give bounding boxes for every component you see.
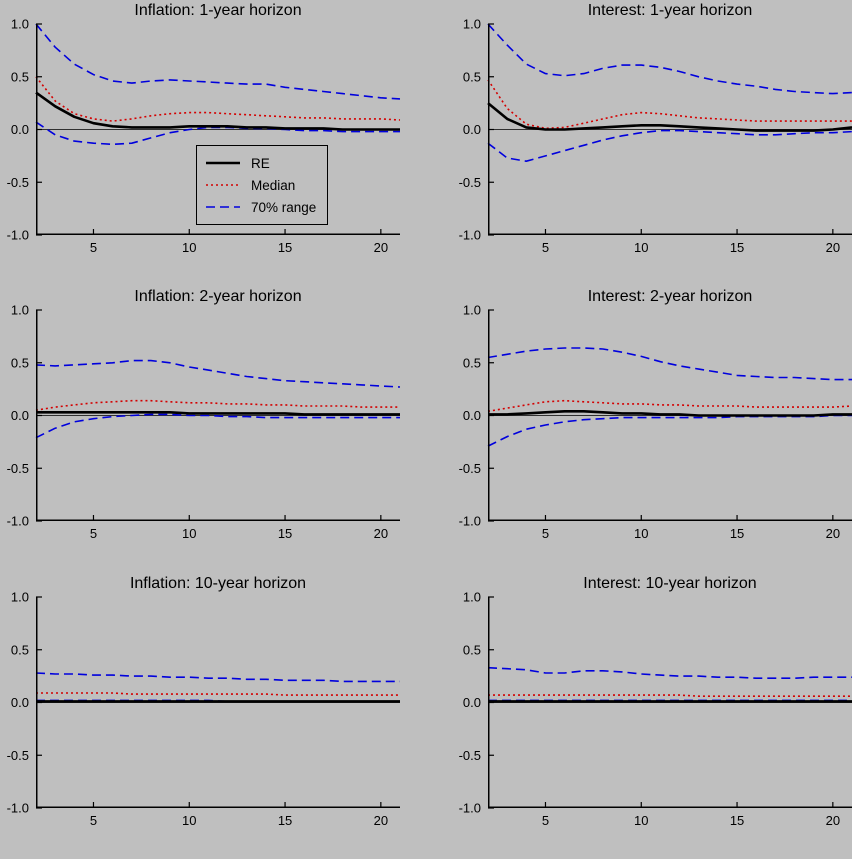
legend-line-range-icon: [206, 206, 240, 208]
svg-text:20: 20: [826, 813, 840, 828]
svg-text:5: 5: [542, 526, 549, 541]
svg-text:0.0: 0.0: [463, 408, 481, 423]
svg-text:-0.5: -0.5: [459, 461, 481, 476]
legend-label-range: 70% range: [251, 199, 317, 215]
svg-text:0.0: 0.0: [11, 695, 29, 710]
svg-text:5: 5: [90, 240, 97, 255]
svg-text:1.0: 1.0: [11, 590, 29, 605]
svg-text:1.0: 1.0: [463, 17, 481, 32]
subplot-inflation-1y: Inflation: 1-year horizon 1.0 0.5 0.0 -0.5 -…: [0, 0, 426, 286]
svg-text:20: 20: [826, 240, 840, 255]
svg-text:1.0: 1.0: [463, 590, 481, 605]
legend-line-re-icon: [206, 161, 240, 165]
svg-text:15: 15: [278, 240, 292, 255]
svg-text:0.0: 0.0: [463, 122, 481, 137]
svg-text:-1.0: -1.0: [459, 228, 481, 243]
plot-title-interest-10y: Interest: 10-year horizon: [583, 575, 757, 592]
plot-area-inflation-1y: 1.0 0.5 0.0 -0.5 -1.0 5 10 15 20: [7, 17, 401, 255]
svg-text:10: 10: [182, 813, 196, 828]
svg-text:10: 10: [182, 240, 196, 255]
svg-text:0.0: 0.0: [11, 408, 29, 423]
svg-text:20: 20: [374, 526, 388, 541]
legend-label-median: Median: [251, 177, 296, 193]
svg-text:0.0: 0.0: [11, 122, 29, 137]
subplot-inflation-10y: Inflation: 10-year horizon 1.0 0.5 0.0 -0.5…: [0, 573, 426, 859]
legend-line-median-icon: [206, 184, 240, 186]
svg-text:0.0: 0.0: [463, 695, 481, 710]
plot-title-inflation-2y: Inflation: 2-year horizon: [134, 288, 302, 305]
svg-text:-1.0: -1.0: [7, 514, 29, 529]
subplot-interest-10y: Interest: 10-year horizon 1.0 0.5 0.0 -0.5 -…: [426, 573, 852, 859]
subplot-interest-2y: Interest: 2-year horizon 1.0 0.5 0.0 -0.5 -1…: [426, 286, 852, 572]
svg-text:1.0: 1.0: [11, 17, 29, 32]
legend-label-re: RE: [251, 155, 270, 171]
svg-text:20: 20: [374, 240, 388, 255]
plot-area-inflation-10y: 1.0 0.5 0.0 -0.5 -1.0 5 10 15 20: [7, 590, 400, 828]
svg-text:15: 15: [730, 240, 744, 255]
svg-text:1.0: 1.0: [463, 303, 481, 318]
svg-text:-1.0: -1.0: [459, 514, 481, 529]
svg-text:5: 5: [542, 813, 549, 828]
svg-text:-0.5: -0.5: [7, 175, 29, 190]
svg-text:-0.5: -0.5: [7, 461, 29, 476]
svg-text:-0.5: -0.5: [7, 748, 29, 763]
plot-area-inflation-2y: 1.0 0.5 0.0 -0.5 -1.0 5 10 15 20: [7, 303, 401, 541]
subplot-interest-1y: Interest: 1-year horizon 1.0 0.5 0.0 -0.5 -1…: [426, 0, 852, 286]
svg-text:0.5: 0.5: [11, 69, 29, 84]
plot-title-interest-1y: Interest: 1-year horizon: [587, 2, 753, 19]
plot-title-inflation-10y: Inflation: 10-year horizon: [129, 575, 307, 592]
svg-text:0.5: 0.5: [463, 69, 481, 84]
svg-text:-1.0: -1.0: [459, 801, 481, 816]
svg-text:10: 10: [634, 240, 648, 255]
plot-area-interest-1y: 1.0 0.5 0.0 -0.5 -1.0 5 10 15 20: [459, 17, 852, 255]
svg-text:0.5: 0.5: [463, 642, 481, 657]
svg-text:20: 20: [374, 813, 388, 828]
legend: RE Median 70% range: [196, 145, 328, 225]
svg-text:20: 20: [826, 526, 840, 541]
svg-text:15: 15: [278, 526, 292, 541]
svg-text:-0.5: -0.5: [459, 748, 481, 763]
svg-text:10: 10: [634, 526, 648, 541]
plot-title-interest-2y: Interest: 2-year horizon: [587, 288, 753, 305]
svg-text:-1.0: -1.0: [7, 228, 29, 243]
svg-text:5: 5: [542, 240, 549, 255]
svg-text:15: 15: [730, 526, 744, 541]
svg-text:15: 15: [730, 813, 744, 828]
subplot-inflation-2y: Inflation: 2-year horizon 1.0 0.5 0.0 -0.5 -…: [0, 286, 426, 572]
plot-title-inflation-1y: Inflation: 1-year horizon: [134, 2, 302, 19]
legend-entry-median: Median: [205, 174, 321, 196]
svg-text:15: 15: [278, 813, 292, 828]
svg-text:0.5: 0.5: [11, 642, 29, 657]
svg-text:-1.0: -1.0: [7, 801, 29, 816]
svg-text:1.0: 1.0: [11, 303, 29, 318]
svg-text:10: 10: [182, 526, 196, 541]
svg-text:5: 5: [90, 813, 97, 828]
plot-area-interest-10y: 1.0 0.5 0.0 -0.5 -1.0 5 10 15 20: [459, 590, 852, 828]
svg-text:0.5: 0.5: [11, 355, 29, 370]
legend-entry-range: 70% range: [205, 196, 321, 218]
svg-text:0.5: 0.5: [463, 355, 481, 370]
svg-text:-0.5: -0.5: [459, 175, 481, 190]
legend-entry-re: RE: [205, 152, 321, 174]
plot-area-interest-2y: 1.0 0.5 0.0 -0.5 -1.0 5 10 15 20: [459, 303, 852, 541]
svg-text:5: 5: [90, 526, 97, 541]
svg-text:10: 10: [634, 813, 648, 828]
